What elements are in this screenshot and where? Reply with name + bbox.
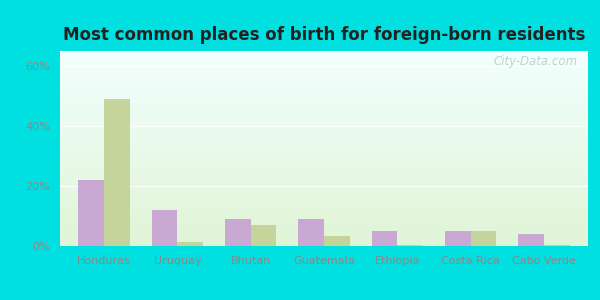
- Bar: [518, 234, 544, 246]
- Text: City-Data.com: City-Data.com: [493, 55, 577, 68]
- Title: Most common places of birth for foreign-born residents: Most common places of birth for foreign-…: [63, 26, 585, 44]
- Bar: [397, 244, 423, 246]
- Bar: [104, 99, 130, 246]
- Bar: [324, 236, 350, 246]
- Bar: [79, 180, 104, 246]
- Bar: [470, 231, 496, 246]
- Bar: [298, 219, 324, 246]
- Bar: [225, 219, 251, 246]
- Bar: [178, 242, 203, 246]
- Bar: [152, 210, 178, 246]
- Bar: [371, 231, 397, 246]
- Bar: [251, 225, 277, 246]
- Bar: [544, 244, 569, 246]
- Bar: [445, 231, 470, 246]
